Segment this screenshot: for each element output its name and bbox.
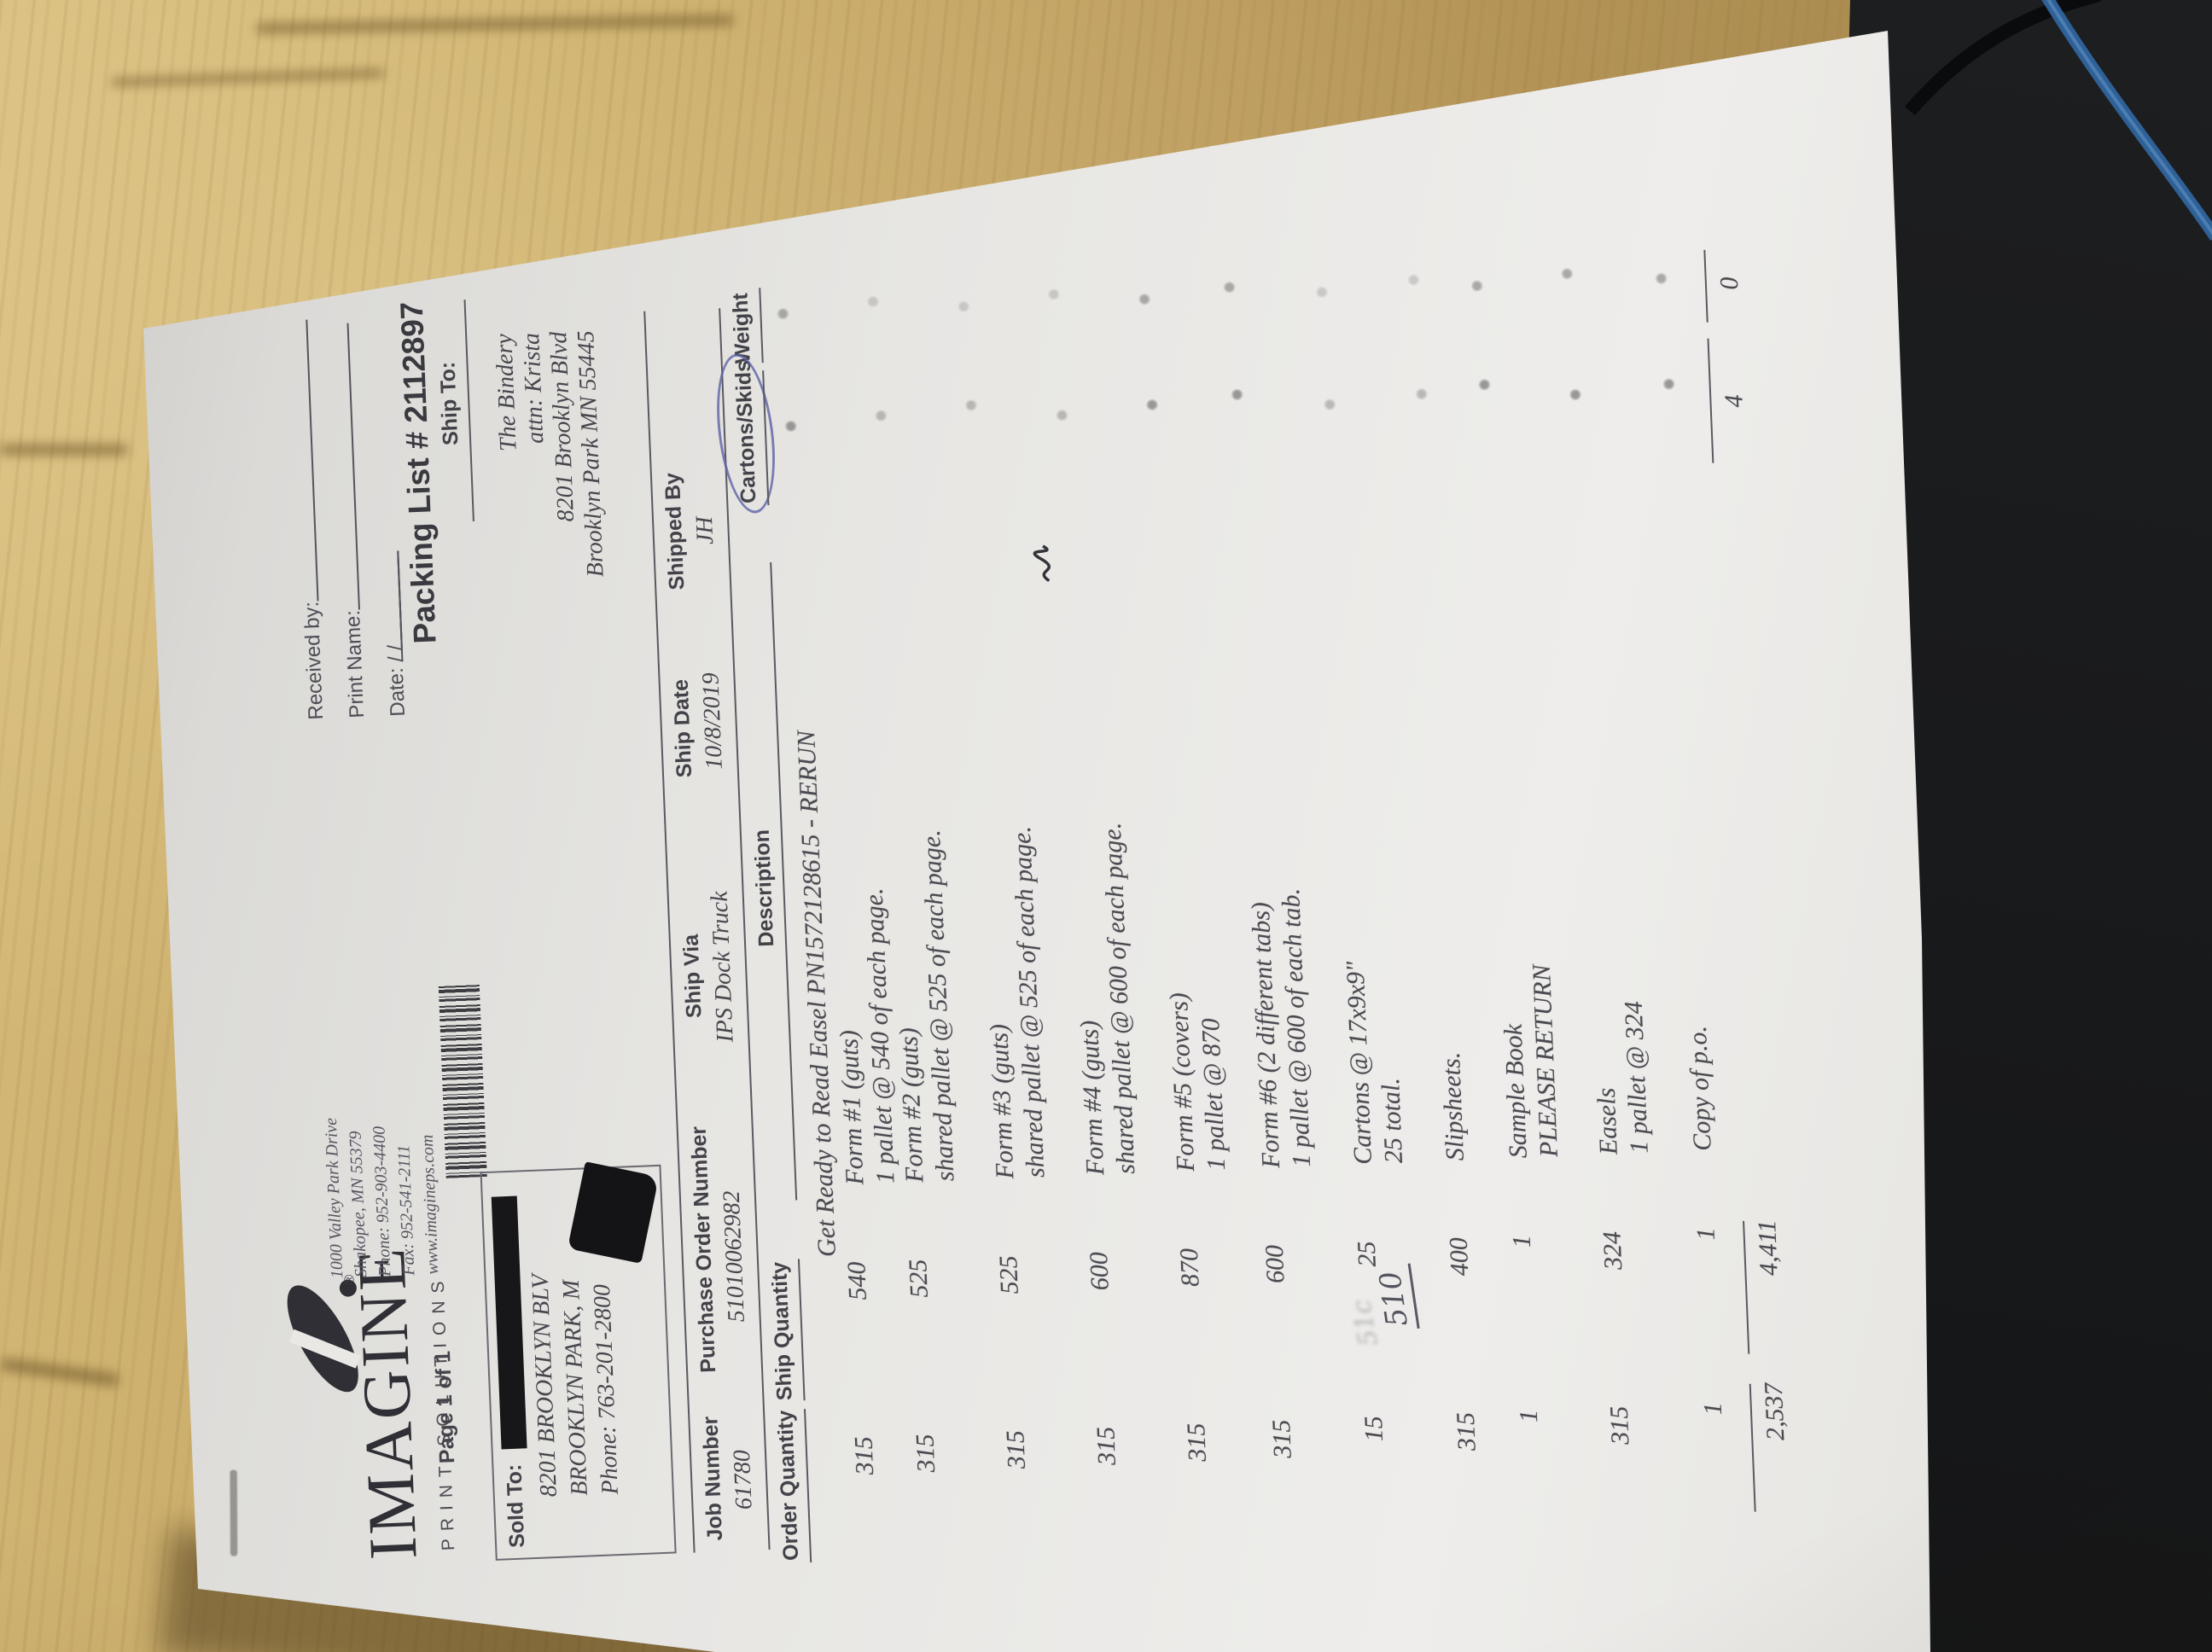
weight-faint-mark — [1138, 293, 1151, 305]
brand-swoosh-icon — [287, 1279, 361, 1393]
order-qty: 315 — [849, 1435, 880, 1476]
description-line: Form #3 (guts) — [985, 1023, 1020, 1180]
total-weight: 0 — [1714, 276, 1744, 291]
description-line: Easels — [1592, 1087, 1623, 1155]
order-qty: 315 — [1001, 1429, 1031, 1469]
skids-faint-mark — [1662, 378, 1675, 390]
description-line: Cartons @ 17x9x9" — [1341, 960, 1378, 1166]
description-line: 25 total. — [1376, 1077, 1408, 1164]
weight-faint-mark — [777, 307, 789, 320]
description-line: Form #1 (guts) — [835, 1029, 870, 1186]
ship-qty: 600 — [1260, 1244, 1290, 1284]
ship-qty: 525 — [993, 1254, 1024, 1295]
description-line: Get Ready to Read Easel PN1572128615 - R… — [792, 730, 841, 1258]
ship-qty: 1 — [1691, 1227, 1720, 1242]
ship-qty: 400 — [1444, 1236, 1475, 1277]
line-items: 315 540 Get Ready to Read Easel PN15721286… — [145, 241, 1930, 1591]
description-line: 1 pallet @ 324 — [1619, 1000, 1654, 1155]
skids-faint-mark — [964, 399, 978, 411]
weight-faint-mark — [1561, 268, 1574, 280]
description-line: Sample Book — [1499, 1023, 1533, 1160]
weight-faint-mark — [1407, 274, 1420, 286]
order-qty: 315 — [1604, 1405, 1635, 1446]
packing-list-document: IMAGINE PRINT SOLUTIONS ® 1000 Valley Pa… — [145, 241, 1930, 1591]
ship-qty: 600 — [1084, 1251, 1115, 1291]
skids-faint-mark — [1145, 398, 1159, 411]
order-qty: 315 — [1182, 1422, 1212, 1463]
skids-faint-mark — [1056, 409, 1068, 422]
skids-faint-mark — [1231, 388, 1243, 401]
total-order-qty: 2,537 — [1759, 1382, 1790, 1441]
order-qty: 15 — [1359, 1415, 1389, 1443]
ship-qty: 525 — [904, 1259, 934, 1299]
skids-faint-mark — [1478, 379, 1491, 391]
skids-faint-mark — [1323, 398, 1336, 410]
description-line: Form #2 (guts) — [894, 1027, 929, 1184]
weight-faint-mark — [1315, 286, 1329, 299]
order-qty: 315 — [1266, 1419, 1297, 1459]
description-line: Form #5 (covers) — [1164, 992, 1201, 1172]
total-ship-qty: 4,411 — [1753, 1219, 1784, 1277]
order-qty: 315 — [911, 1433, 941, 1474]
weight-faint-mark — [958, 300, 970, 312]
ship-qty: 324 — [1598, 1230, 1628, 1271]
ship-qty: 1 — [1507, 1234, 1537, 1248]
ship-qty: 870 — [1174, 1248, 1205, 1288]
description-line: Copy of p.o. — [1683, 1025, 1717, 1152]
skids-faint-mark — [784, 420, 798, 433]
order-qty: 315 — [1091, 1426, 1121, 1466]
order-qty: 315 — [1451, 1411, 1481, 1451]
description-line: PLEASE RETURN — [1527, 963, 1563, 1158]
order-qty: 1 — [1698, 1401, 1728, 1416]
ship-qty: 540 — [842, 1260, 872, 1301]
skids-faint-mark — [1569, 388, 1582, 401]
skids-faint-mark — [875, 410, 888, 422]
weight-faint-mark — [1655, 272, 1668, 285]
order-qty: 1 — [1514, 1409, 1544, 1423]
description-line: 1 pallet @ 870 — [1196, 1017, 1231, 1172]
pen-squiggle — [1033, 544, 1051, 582]
description-line: Slipsheets. — [1436, 1051, 1470, 1162]
weight-faint-mark — [1047, 288, 1061, 300]
wood-grain-knot — [0, 444, 128, 456]
description-line: Form #4 (guts) — [1075, 1020, 1110, 1176]
total-cartons-skids: 4 — [1720, 393, 1749, 409]
weight-faint-mark — [1223, 281, 1236, 294]
skids-faint-mark — [1415, 387, 1429, 400]
weight-faint-mark — [1470, 280, 1484, 292]
weight-faint-mark — [866, 295, 880, 308]
